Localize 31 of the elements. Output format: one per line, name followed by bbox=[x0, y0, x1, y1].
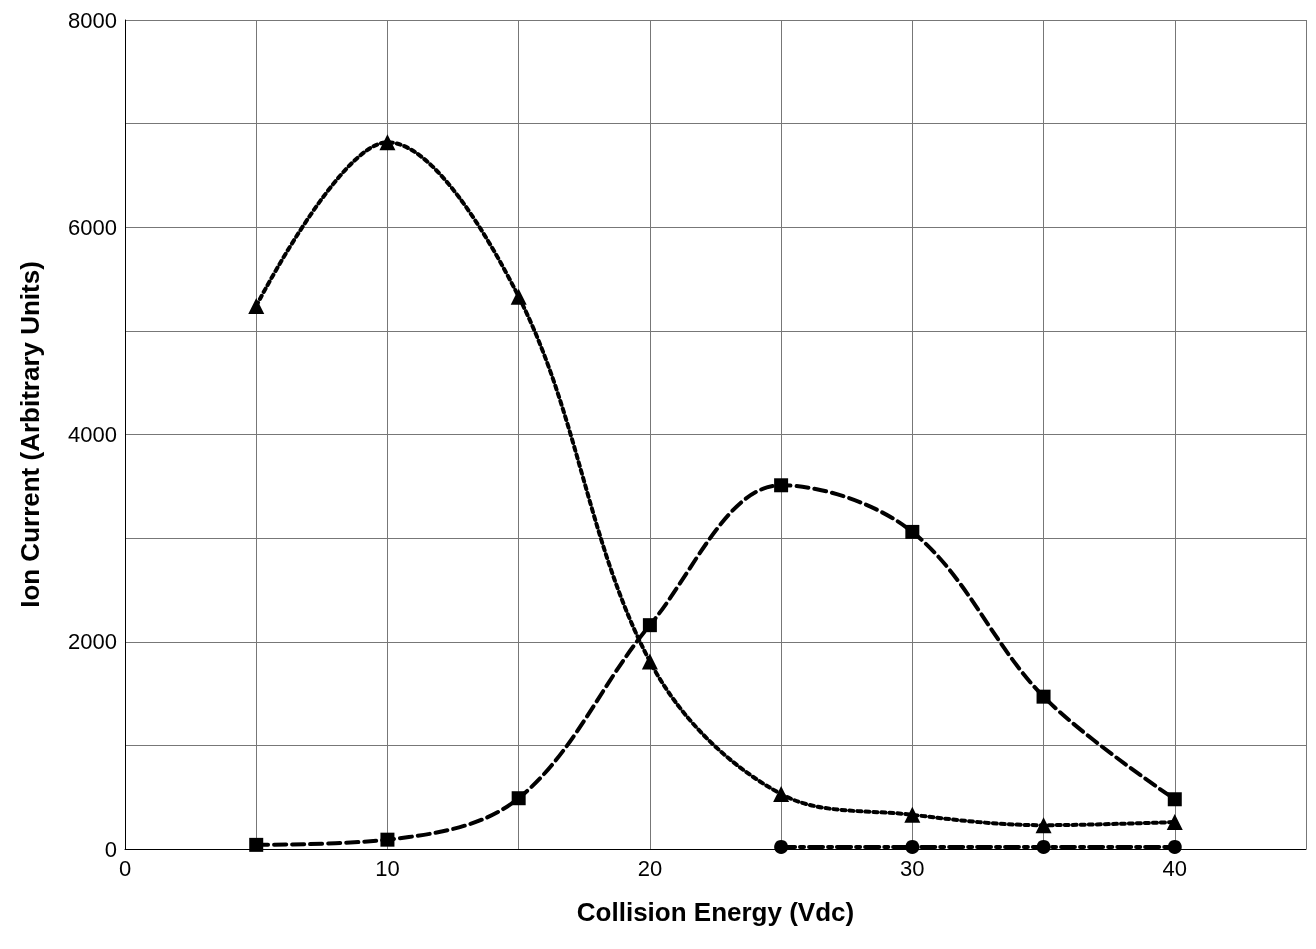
x-tick-label: 10 bbox=[375, 855, 400, 881]
point bbox=[1167, 792, 1182, 807]
point bbox=[248, 298, 265, 315]
point bbox=[249, 837, 264, 852]
point bbox=[905, 524, 920, 539]
y-tick-label: 6000 bbox=[68, 214, 117, 240]
point bbox=[511, 791, 526, 806]
point bbox=[1036, 839, 1051, 854]
point bbox=[773, 786, 790, 803]
y-tick-label: 8000 bbox=[68, 7, 117, 33]
point bbox=[380, 832, 395, 847]
point bbox=[1035, 817, 1052, 834]
point bbox=[641, 653, 658, 670]
y-axis-title: Ion Current (Arbitrary Units) bbox=[15, 261, 45, 608]
point bbox=[904, 806, 921, 823]
point bbox=[905, 839, 920, 854]
y-tick-label: 0 bbox=[104, 836, 117, 862]
x-axis-title: Collision Energy (Vdc) bbox=[576, 897, 855, 927]
point bbox=[1167, 839, 1182, 854]
y-tick-label: 2000 bbox=[68, 629, 117, 655]
point bbox=[1036, 689, 1051, 704]
x-tick-label: 40 bbox=[1162, 855, 1188, 881]
x-tick-label: 30 bbox=[900, 855, 925, 881]
point bbox=[1166, 814, 1183, 831]
point bbox=[642, 618, 657, 633]
point bbox=[379, 134, 396, 151]
y-tick-label: 4000 bbox=[68, 422, 117, 447]
x-tick-label: 20 bbox=[637, 855, 663, 881]
point bbox=[774, 839, 789, 854]
point bbox=[510, 288, 527, 305]
point bbox=[774, 478, 789, 493]
